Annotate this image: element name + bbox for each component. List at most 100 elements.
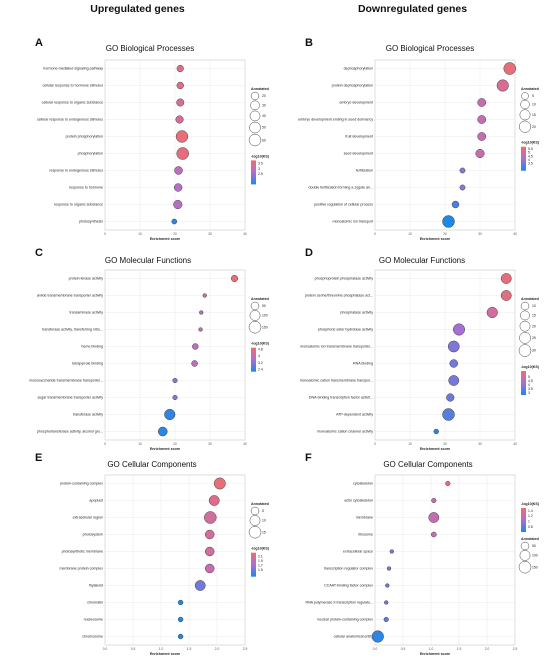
category-label: ATP-dependent activity [336,413,373,417]
upregulated-header: Upregulated genes [90,3,185,15]
color-legend-label: 0.8 [528,525,533,529]
data-point [451,200,460,209]
color-legend-label: 3.5 [528,162,533,166]
data-point [500,273,512,284]
size-legend-label: 50 [262,304,266,308]
data-point [202,293,207,298]
color-legend-label: 4 [528,383,530,387]
color-legend-label: 5.5 [528,147,533,151]
category-label: amide transmembrane transporter activity [37,294,104,298]
category-label: transcription regulator complex [324,567,373,571]
color-legend-label: 1.7 [258,563,263,567]
x-axis-label: Enrichment score [420,447,450,451]
color-legend-title: -log10(KS) [521,502,540,506]
category-label: protein-containing complex [60,482,103,486]
category-label: phosphorylation [78,152,103,156]
data-point [448,375,460,386]
data-point [191,360,198,367]
category-label: monosaccharide transmembrane transporter… [29,379,103,383]
x-tick-label: 20 [443,442,447,446]
size-legend-circle [248,320,262,334]
category-label: cellular response to endogenous stimulus [37,118,103,122]
data-point [176,64,184,73]
data-point [386,566,392,571]
data-point [177,616,184,623]
color-legend-label: 4 [528,158,530,162]
size-legend-circle [249,515,261,526]
x-tick-label: 30 [208,232,212,236]
category-label: protein phosphorylation [66,135,103,139]
data-point [446,393,455,402]
category-label: protein dephosphorylation [332,84,373,88]
size-legend-circle [250,100,260,111]
color-legend-label: 4.5 [528,154,533,158]
size-legend-circle [519,332,531,344]
category-label: fruit development [345,135,373,139]
x-tick-label: 40 [513,232,517,236]
size-legend-circle [520,99,530,110]
color-legend-bar [521,371,526,396]
category-label: ribosome [358,533,373,537]
size-legend-title: Annotated [521,537,539,541]
category-label: photosynthesis [79,220,103,224]
category-label: response to organic substance [54,203,103,207]
size-legend-circle [250,91,260,101]
size-legend-circle [519,320,531,332]
size-legend-circle [520,310,530,321]
data-point [204,511,217,524]
x-tick-label: 0 [374,232,376,236]
color-legend-label: 1.2 [528,514,533,518]
category-label: thylakoid [89,584,103,588]
category-label: positive regulation of cellular process [314,203,373,207]
data-point [174,166,183,175]
color-legend-title: -log10(KS) [251,154,270,158]
panel-letter-e: E [35,452,43,464]
size-legend-circle [518,120,532,133]
size-legend-title: Annotated [251,87,269,91]
data-point [157,426,168,437]
x-tick-label: 0 [104,442,106,446]
category-label: phosphotransferase activity, alcohol gro… [37,430,103,434]
size-legend-label: 15 [532,113,536,117]
category-label: sugar transmembrane transporter activity [37,396,103,400]
size-legend-title: Annotated [521,297,539,301]
data-point [204,529,215,540]
size-legend-circle [521,92,529,100]
data-point [192,343,199,350]
category-label: apoplast [89,499,103,503]
category-label: protein kinase activity [69,277,104,281]
size-legend-circle [519,550,531,561]
category-label: phosphoprotein phosphatase activity [315,277,374,281]
color-legend-label: 3.5 [258,162,263,166]
panel-title-c: GO Molecular Functions [104,256,192,265]
x-tick-label: 20 [173,232,177,236]
color-legend-bar [251,160,256,185]
color-legend-label: 1.9 [258,559,263,563]
panel-letter-b: B [305,37,313,49]
category-label: fertilization [356,169,373,173]
data-point [173,199,183,210]
data-point [452,323,466,336]
x-axis-label: Enrichment score [150,447,180,451]
color-legend-label: 4.5 [528,379,533,383]
data-point [477,115,487,124]
x-tick-label: 10 [408,232,412,236]
color-legend-title: -log10(KS) [521,365,540,369]
category-label: nucleosome [84,618,103,622]
x-tick-label: 20 [443,232,447,236]
category-label: extracellular region [73,516,103,520]
color-legend-bar [521,146,526,171]
panel-title-e: GO Cellular Components [107,460,197,469]
data-point [164,408,176,421]
color-legend-label: 3.5 [528,387,533,391]
size-legend-label: 5 [532,94,534,98]
data-point [389,549,394,554]
category-label: embryo development [339,101,373,105]
data-point [475,148,485,159]
category-label: cellular response to organic substance [42,101,103,105]
color-legend-label: 1.5 [258,568,263,572]
data-point [442,215,455,228]
category-label: hormone-mediated signaling pathway [43,67,103,71]
data-point [449,359,458,368]
x-axis-label: Enrichment score [150,652,180,656]
